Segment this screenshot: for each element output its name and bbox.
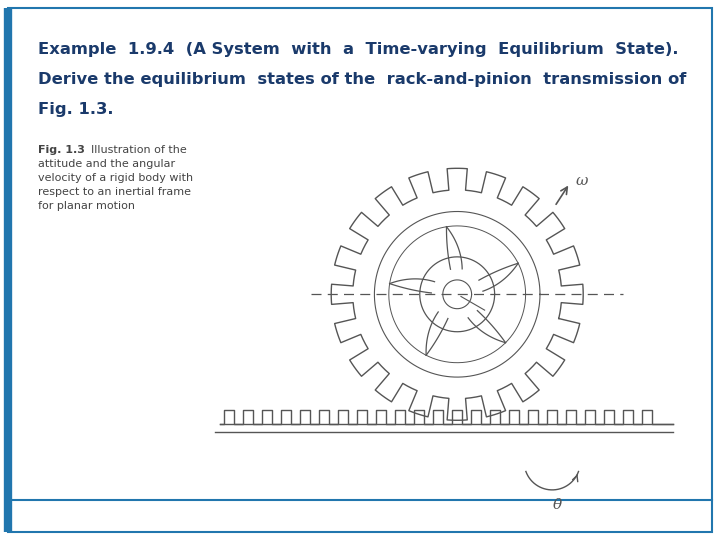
Text: for planar motion: for planar motion xyxy=(38,201,135,211)
Text: Example  1.9.4  (A System  with  a  Time-varying  Equilibrium  State).: Example 1.9.4 (A System with a Time-vary… xyxy=(38,42,678,57)
Text: ω: ω xyxy=(576,174,588,188)
Text: respect to an inertial frame: respect to an inertial frame xyxy=(38,187,191,197)
Text: Fig. 1.3: Fig. 1.3 xyxy=(38,145,85,155)
Text: attitude and the angular: attitude and the angular xyxy=(38,159,175,169)
Text: Illustration of the: Illustration of the xyxy=(84,145,186,155)
Text: Derive the equilibrium  states of the  rack-and-pinion  transmission of: Derive the equilibrium states of the rac… xyxy=(38,72,686,87)
Text: velocity of a rigid body with: velocity of a rigid body with xyxy=(38,173,193,183)
Text: Fig. 1.3.: Fig. 1.3. xyxy=(38,102,114,117)
Text: θ: θ xyxy=(553,498,562,512)
